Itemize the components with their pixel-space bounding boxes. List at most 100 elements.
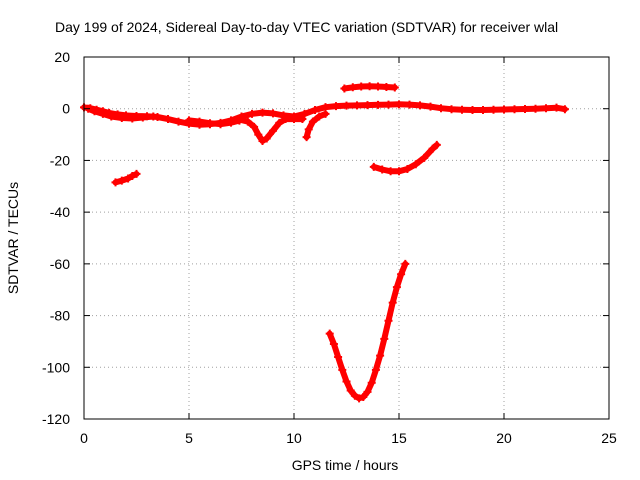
y-tick-label: 20 bbox=[54, 49, 70, 65]
data-point bbox=[174, 117, 183, 126]
data-point bbox=[321, 103, 330, 112]
data-point bbox=[290, 115, 298, 124]
data-point bbox=[479, 106, 487, 115]
data-point bbox=[281, 115, 290, 124]
data-point bbox=[206, 119, 214, 128]
data-point bbox=[350, 391, 359, 400]
data-point bbox=[338, 365, 347, 374]
data-point bbox=[388, 298, 397, 307]
data-point bbox=[376, 351, 385, 360]
data-point bbox=[437, 104, 445, 113]
x-tick-label: 5 bbox=[185, 430, 193, 446]
data-point bbox=[416, 101, 424, 110]
data-point bbox=[411, 160, 420, 169]
x-tick-label: 10 bbox=[286, 430, 302, 446]
data-point bbox=[332, 102, 340, 111]
data-point bbox=[371, 365, 380, 374]
data-point bbox=[378, 165, 387, 174]
data-point bbox=[243, 117, 252, 126]
data-point bbox=[395, 167, 403, 176]
data-point bbox=[432, 140, 441, 149]
data-point bbox=[428, 144, 437, 153]
axis-ticks: 0 5 10 15 20 25 20 0 -20 -40 -60 -80 -100 -120 bbox=[42, 49, 617, 446]
y-tick-label: 0 bbox=[62, 101, 70, 117]
data-point bbox=[468, 106, 477, 115]
data-point bbox=[117, 114, 126, 123]
data-point bbox=[458, 105, 466, 114]
x-tick-label: 20 bbox=[496, 430, 512, 446]
data-point bbox=[348, 83, 357, 92]
data-point bbox=[195, 117, 204, 126]
data-point bbox=[346, 386, 355, 395]
data-point bbox=[132, 169, 141, 178]
data-point bbox=[397, 270, 406, 279]
data-point bbox=[269, 109, 277, 118]
x-axis-label: GPS time / hours bbox=[292, 457, 399, 473]
data-point bbox=[363, 387, 372, 396]
y-tick-label: -60 bbox=[50, 256, 70, 272]
y-tick-label: -120 bbox=[42, 411, 70, 427]
data-point bbox=[111, 178, 120, 187]
data-point bbox=[403, 164, 412, 173]
x-tick-label: 15 bbox=[391, 430, 407, 446]
data-point bbox=[521, 104, 529, 113]
data-point bbox=[426, 102, 435, 111]
data-point bbox=[374, 100, 382, 109]
data-point bbox=[531, 104, 540, 113]
data-series bbox=[80, 82, 569, 403]
data-point bbox=[357, 82, 366, 91]
data-point bbox=[262, 134, 271, 143]
data-point bbox=[342, 101, 351, 110]
data-point bbox=[269, 126, 277, 135]
data-point bbox=[380, 334, 389, 343]
data-point bbox=[374, 82, 382, 91]
data-point bbox=[311, 106, 319, 115]
y-tick-label: -20 bbox=[50, 152, 70, 168]
data-point bbox=[90, 107, 99, 116]
data-point bbox=[250, 122, 259, 131]
data-point bbox=[542, 104, 550, 113]
data-point bbox=[329, 340, 338, 349]
data-point bbox=[405, 100, 414, 109]
y-tick-label: -80 bbox=[50, 308, 70, 324]
data-point bbox=[321, 109, 330, 118]
series-line bbox=[326, 260, 409, 402]
data-point bbox=[500, 105, 508, 114]
data-point bbox=[510, 105, 519, 114]
data-point bbox=[353, 101, 361, 110]
data-point bbox=[298, 115, 307, 124]
chart-title: Day 199 of 2024, Sidereal Day-to-day VTE… bbox=[55, 19, 559, 35]
data-point bbox=[489, 105, 498, 114]
data-point bbox=[258, 137, 267, 146]
data-point bbox=[390, 83, 399, 92]
data-point bbox=[386, 167, 395, 176]
y-tick-label: -40 bbox=[50, 204, 70, 220]
data-point bbox=[334, 352, 343, 361]
data-point bbox=[355, 394, 364, 403]
data-point bbox=[308, 117, 317, 126]
data-point bbox=[369, 162, 378, 171]
data-point bbox=[304, 125, 313, 134]
data-point bbox=[315, 112, 324, 121]
data-point bbox=[164, 115, 172, 124]
plot-frame bbox=[83, 56, 610, 420]
data-point bbox=[363, 101, 372, 110]
data-point bbox=[275, 118, 284, 127]
data-point bbox=[382, 82, 391, 91]
data-point bbox=[227, 118, 235, 127]
y-tick-label: -100 bbox=[42, 359, 70, 375]
data-point bbox=[384, 316, 393, 325]
data-point bbox=[447, 105, 456, 114]
data-point bbox=[365, 82, 374, 91]
data-point bbox=[98, 109, 107, 118]
data-point bbox=[248, 109, 256, 118]
data-point bbox=[124, 174, 133, 183]
y-axis-label: SDTVAR / TECUs bbox=[5, 182, 21, 294]
data-point bbox=[302, 133, 311, 142]
data-point bbox=[342, 377, 351, 386]
data-point bbox=[300, 109, 309, 118]
data-point bbox=[258, 108, 267, 117]
data-point bbox=[384, 100, 393, 109]
data-point bbox=[149, 112, 158, 121]
